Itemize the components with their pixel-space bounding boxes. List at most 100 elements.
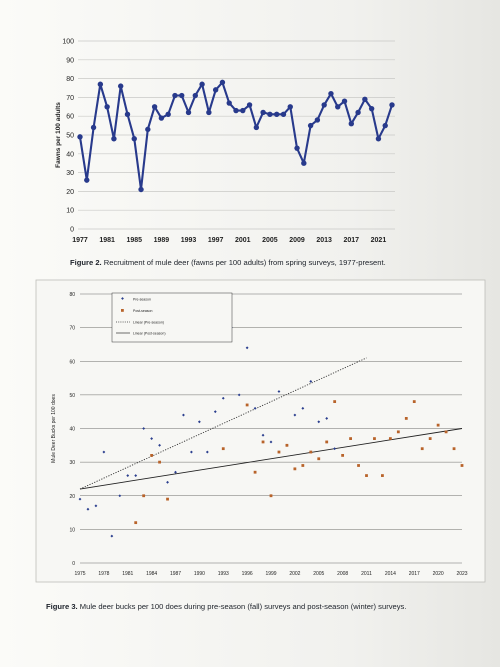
data-point [124,111,131,118]
y-tick-label: 0 [72,561,75,567]
data-point [246,102,253,108]
data-point [179,92,185,99]
data-point [294,145,300,151]
pre-season-point [150,437,154,441]
data-point [314,117,321,123]
legend-marker-post-season [121,309,124,312]
pre-season-point [245,346,249,350]
data-point [138,186,144,193]
data-point [287,104,293,110]
y-tick-label: 70 [66,95,74,102]
y-axis-label: Fawns per 100 adults [55,102,62,168]
y-tick-label: 60 [69,359,75,365]
legend-box [111,292,233,343]
data-point [158,115,165,121]
x-tick-label: 2017 [344,237,360,244]
data-point [206,109,212,116]
pre-season-point [197,420,201,424]
y-tick-label: 10 [69,527,75,533]
x-tick-label: 1977 [72,237,88,244]
pre-season-point [205,450,209,454]
data-point [145,126,151,133]
chart-frame [35,279,486,583]
figure-3-text: Mule deer bucks per 100 does during pre-… [77,602,407,611]
y-tick-label: 40 [66,151,74,158]
post-season-point [396,430,400,434]
x-tick-label: 2009 [289,237,305,244]
y-tick-label: 80 [69,292,75,298]
x-tick-label: 2002 [289,571,300,577]
post-season-point [388,437,392,440]
x-tick-label: 1975 [74,571,85,577]
y-tick-label: 100 [62,39,74,46]
data-point [321,102,327,108]
pre-season-point [213,410,217,414]
post-season-point [412,400,416,403]
data-point [362,96,368,102]
figure-2-text: Recruitment of mule deer (fawns per 100 … [101,258,386,267]
post-season-point [444,430,448,434]
legend-marker-pre-season [121,297,124,300]
pre-season-point [190,450,193,454]
post-season-point [245,403,249,407]
pre-season-point [237,393,241,397]
legend-label-linear-post: Linear (Post-season) [133,332,166,336]
pre-season-point [325,416,329,420]
post-season-point [142,494,146,498]
post-season-point [452,447,456,451]
data-point [131,136,137,142]
y-tick-label: 50 [69,393,75,399]
y-tick-label: 20 [66,189,74,196]
data-point [253,124,260,131]
x-tick-label: 2001 [235,237,251,244]
data-point [226,100,232,106]
pre-season-point [317,420,321,424]
data-point [335,104,341,110]
legend-label-pre-season: Pre-season [133,298,151,302]
post-season-point [349,437,352,440]
data-point [280,111,287,118]
legend: Pre-season Post-season Linear (Pre-season)… [111,292,233,343]
legend-label-post-season: Post-season [133,309,153,313]
post-season-point [269,494,273,498]
x-tick-label: 1997 [208,237,224,244]
x-tick-label: 1981 [122,571,133,577]
pre-season-point [309,380,313,383]
x-tick-label: 1981 [99,237,115,244]
y-tick-label: 10 [66,208,74,215]
pre-season-point [94,504,98,508]
legend-label-linear-pre: Linear (Pre-season) [133,321,164,325]
x-tick-label: 2020 [433,571,444,577]
y-tick-label: 30 [66,170,74,177]
post-season-point [460,464,464,467]
trendline-pre-season [79,357,367,490]
data-point [341,98,348,104]
x-tick-label: 1990 [194,571,205,577]
y-tick-label: 80 [66,76,74,83]
pre-season-point [301,406,305,410]
x-tick-label: 2005 [262,237,278,244]
data-point [355,109,361,116]
data-point [219,79,226,86]
post-season-point [420,447,424,451]
data-point [97,81,104,87]
pre-season-point [261,433,265,437]
post-season-point [365,474,368,477]
y-tick-label: 0 [70,227,74,234]
data-point [151,104,158,110]
data-point [389,102,395,108]
x-tick-label: 2014 [385,571,396,577]
data-point [111,136,117,142]
post-season-point [253,470,257,474]
y-tick-label: 60 [66,114,74,121]
x-tick-label: 1984 [146,571,157,577]
pre-season-point [86,507,90,511]
post-season-point [158,460,161,464]
post-season-point [357,464,360,467]
figure-2-label: Figure 2. [70,258,102,267]
data-point [301,160,307,166]
data-point [307,122,314,129]
pre-season-point [166,480,169,484]
post-season-point [373,437,376,440]
post-season-point [309,450,313,454]
